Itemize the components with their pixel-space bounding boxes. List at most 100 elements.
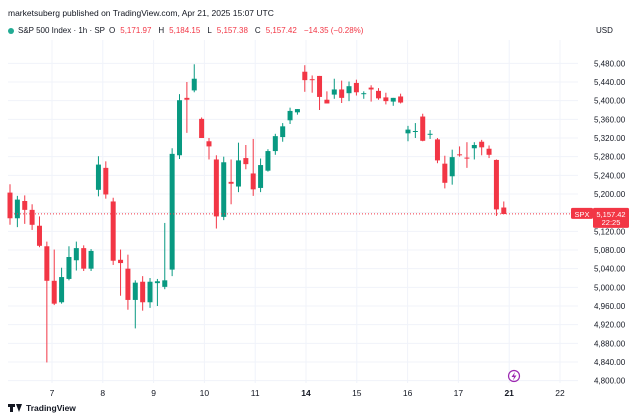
candle-body[interactable]: [309, 79, 315, 81]
candle-body[interactable]: [221, 162, 227, 217]
close-value: 5,157.42: [265, 26, 297, 35]
x-tick-label: 9: [151, 388, 156, 398]
candle-body[interactable]: [169, 153, 175, 270]
candle-body[interactable]: [147, 281, 153, 303]
x-tick-label: 7: [50, 388, 55, 398]
price-tag[interactable]: [593, 207, 629, 228]
candle-body[interactable]: [331, 89, 337, 95]
event-lightning-icon[interactable]: [507, 369, 521, 383]
candle-body[interactable]: [103, 167, 109, 195]
candle-body[interactable]: [412, 131, 418, 132]
y-tick-label: 5,280.00: [594, 153, 626, 162]
candle-body[interactable]: [294, 109, 300, 113]
candle-body[interactable]: [479, 141, 485, 148]
y-tick-label: 5,320.00: [594, 134, 626, 143]
candle-body[interactable]: [405, 129, 411, 134]
candle-body[interactable]: [59, 277, 65, 303]
candle-body[interactable]: [493, 159, 499, 210]
symbol-label: S&P 500 Index · 1h · SP: [18, 26, 106, 35]
candle-body[interactable]: [81, 248, 87, 269]
candle-body[interactable]: [464, 157, 470, 159]
candle-body[interactable]: [22, 201, 28, 210]
candle-body[interactable]: [191, 78, 197, 91]
candle-body[interactable]: [235, 160, 241, 187]
y-tick-label: 4,880.00: [594, 339, 626, 348]
symbol-tag[interactable]: [571, 207, 593, 219]
candle-body[interactable]: [501, 207, 507, 215]
candle-body[interactable]: [420, 116, 426, 141]
candle-body[interactable]: [228, 181, 234, 184]
candle-body[interactable]: [457, 154, 463, 156]
y-tick-label: 5,360.00: [594, 115, 626, 124]
candle-body[interactable]: [125, 268, 131, 300]
y-tick-label: 5,120.00: [594, 227, 626, 236]
y-tick-label: 4,840.00: [594, 358, 626, 367]
candle-body[interactable]: [199, 118, 205, 138]
candle-body[interactable]: [353, 82, 359, 93]
candle-body[interactable]: [376, 90, 381, 99]
candle-body[interactable]: [73, 248, 79, 261]
symbol-tag-label: SPX: [574, 210, 589, 219]
low-label: L: [207, 26, 212, 35]
currency-label[interactable]: USD: [596, 26, 613, 35]
candle-body[interactable]: [280, 126, 286, 138]
brand-label: TradingView: [26, 403, 76, 413]
candle-body[interactable]: [287, 110, 293, 121]
candle-body[interactable]: [213, 159, 219, 217]
candle-body[interactable]: [390, 97, 396, 102]
candle-body[interactable]: [383, 97, 389, 102]
candle-body[interactable]: [258, 165, 264, 188]
candle-body[interactable]: [118, 259, 124, 264]
lightning-bolt-icon: [511, 372, 517, 381]
candle-body[interactable]: [154, 281, 160, 284]
candle-body[interactable]: [471, 145, 477, 149]
market-status-icon: [8, 27, 14, 34]
open-label: O: [109, 26, 116, 35]
price-tag-countdown: 22:25: [602, 218, 621, 227]
candle-body[interactable]: [442, 163, 448, 183]
y-tick-label: 5,080.00: [594, 246, 626, 255]
candle-body[interactable]: [346, 86, 352, 94]
candle-body[interactable]: [162, 280, 168, 287]
candle-body[interactable]: [265, 151, 271, 171]
candle-body[interactable]: [449, 157, 455, 177]
candle-body[interactable]: [486, 148, 492, 155]
candle-body[interactable]: [95, 164, 101, 190]
tradingview-footer[interactable]: TradingView: [8, 403, 76, 413]
candle-body[interactable]: [324, 99, 330, 104]
candle-body[interactable]: [206, 141, 212, 147]
candle-body[interactable]: [88, 250, 94, 269]
candle-body[interactable]: [51, 280, 57, 304]
candle-body[interactable]: [398, 96, 404, 103]
candle-body[interactable]: [250, 173, 256, 190]
x-tick-label: 15: [352, 388, 362, 398]
candle-body[interactable]: [44, 246, 50, 281]
candle-body[interactable]: [177, 100, 183, 156]
candle-body[interactable]: [361, 93, 367, 95]
candle-body[interactable]: [7, 192, 13, 219]
candle-body[interactable]: [339, 89, 345, 98]
candle-body[interactable]: [110, 201, 116, 261]
candle-body[interactable]: [434, 139, 440, 161]
candle-body[interactable]: [427, 133, 433, 135]
tradingview-logo-icon: [8, 404, 22, 412]
open-value: 5,171.97: [120, 26, 152, 35]
low-value: 5,157.38: [216, 26, 248, 35]
candle-body[interactable]: [184, 97, 190, 100]
candle-body[interactable]: [36, 225, 42, 246]
candle-body[interactable]: [66, 257, 72, 279]
y-tick-label: 5,480.00: [594, 59, 626, 68]
candle-body[interactable]: [14, 199, 20, 219]
candle-body[interactable]: [132, 282, 138, 300]
candle-body[interactable]: [29, 209, 35, 225]
candle-body[interactable]: [243, 158, 249, 165]
candle-body[interactable]: [368, 87, 374, 90]
candle-body[interactable]: [272, 136, 278, 152]
candle-body[interactable]: [317, 75, 323, 97]
candle-body[interactable]: [302, 71, 308, 81]
y-tick-label: 4,800.00: [594, 377, 626, 386]
candle-body[interactable]: [140, 281, 146, 303]
y-tick-label: 4,960.00: [594, 302, 626, 311]
x-tick-label: 17: [454, 388, 464, 398]
